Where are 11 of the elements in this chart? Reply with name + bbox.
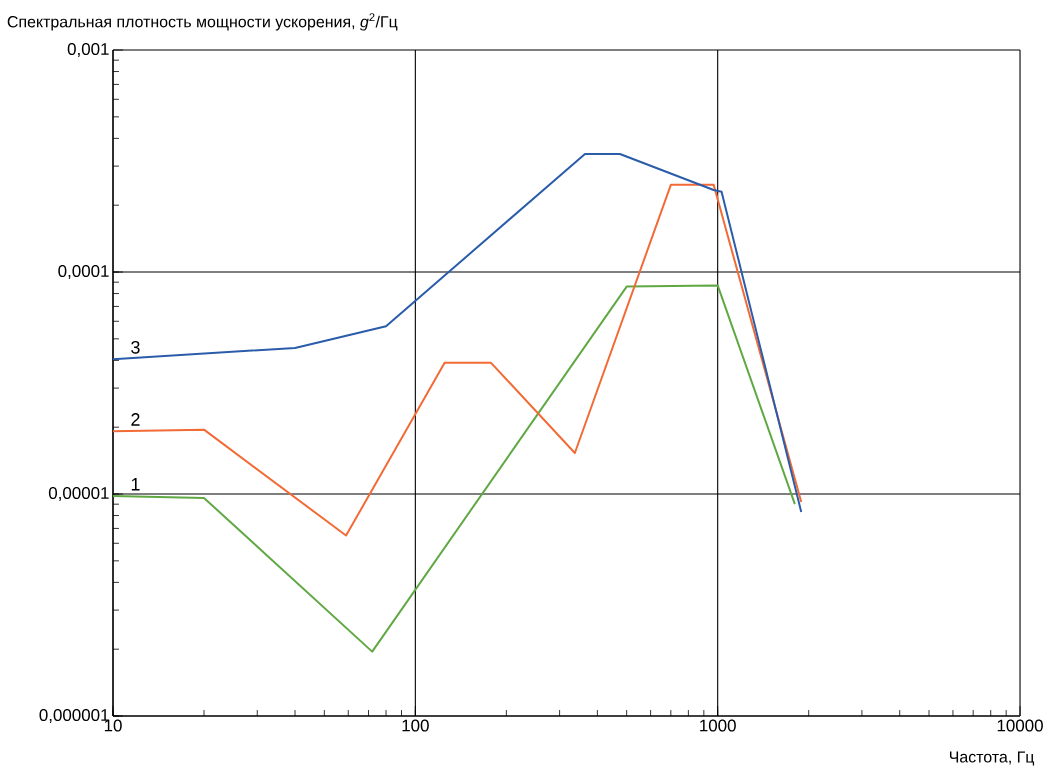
x-tick-label: 1000 (700, 719, 736, 732)
x-tick-label: 100 (402, 719, 429, 732)
y-tick-label: 0,001 (67, 43, 109, 58)
series-label: 3 (131, 340, 140, 354)
x-axis-title: Частота, Гц (949, 751, 1035, 766)
x-tick-label: 10000 (997, 719, 1043, 732)
y-tick-label: 0,00001 (48, 487, 109, 502)
series-label: 2 (131, 413, 140, 426)
y-tick-label: 0,0001 (58, 265, 109, 280)
series-label: 1 (131, 478, 140, 491)
y-axis-title: Спектральная плотность мощности ускорения, g$^{2}$/Гц (7, 13, 398, 31)
